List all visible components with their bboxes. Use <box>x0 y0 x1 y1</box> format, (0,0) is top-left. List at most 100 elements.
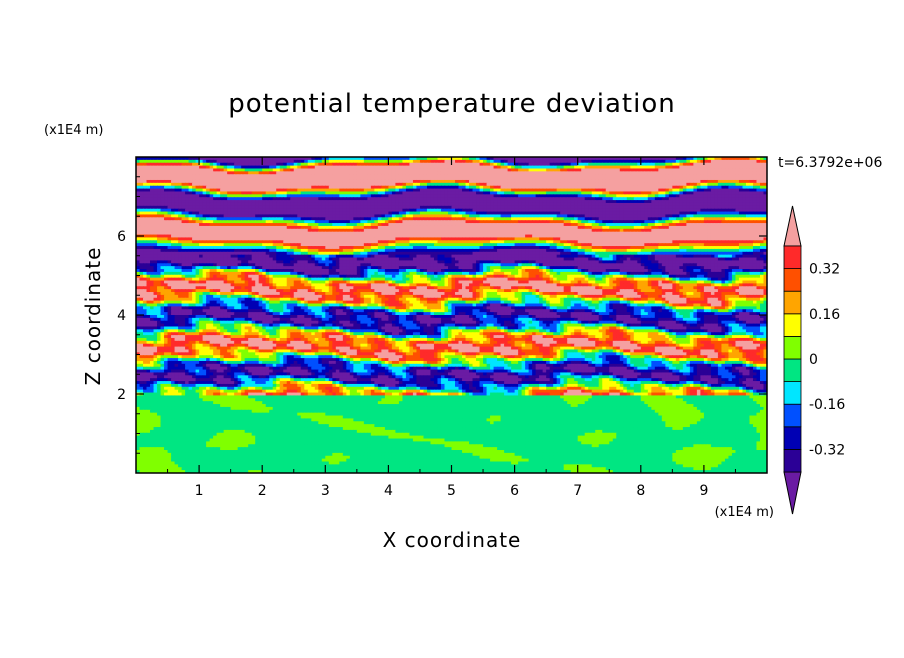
field-cell <box>328 223 333 227</box>
field-cell <box>398 217 404 221</box>
field-cell <box>381 191 386 195</box>
field-cell <box>325 194 330 198</box>
field-cell <box>234 168 239 172</box>
field-cell <box>216 191 221 195</box>
field-cell <box>174 165 179 170</box>
field-cell <box>248 228 253 233</box>
field-cell <box>300 205 305 210</box>
field-cell <box>563 217 568 221</box>
field-cell <box>356 200 361 204</box>
field-cell <box>654 200 659 204</box>
field-cell <box>626 211 631 216</box>
field-cell <box>360 231 365 236</box>
field-cell <box>619 162 624 167</box>
field-cell <box>234 205 239 210</box>
field-cell <box>714 214 719 218</box>
field-cell <box>745 177 751 181</box>
field-cell <box>426 223 432 227</box>
field-cell <box>763 159 767 164</box>
field-cell <box>146 157 151 161</box>
field-cell <box>567 197 572 201</box>
field-cell <box>444 217 449 221</box>
field-cell <box>717 174 723 178</box>
field-cell <box>328 191 333 195</box>
field-cell <box>724 205 730 210</box>
field-cell <box>321 165 326 170</box>
field-cell <box>546 217 551 221</box>
field-cell <box>370 179 375 184</box>
field-cell <box>188 157 193 161</box>
field-cell <box>416 162 421 167</box>
field-cell <box>447 205 453 210</box>
field-cell <box>759 211 765 216</box>
field-cell <box>567 194 572 198</box>
field-cell <box>451 197 456 201</box>
field-cell <box>581 159 586 164</box>
field-cell <box>742 214 747 218</box>
field-cell <box>160 159 165 164</box>
field-cell <box>181 200 186 204</box>
field-cell <box>157 174 162 178</box>
field-cell <box>143 188 148 193</box>
field-cell <box>560 157 565 161</box>
field-cell <box>679 208 684 213</box>
field-cell <box>304 165 309 170</box>
field-cell <box>549 171 554 175</box>
field-cell <box>717 162 723 167</box>
field-cell <box>714 157 719 161</box>
field-cell <box>195 179 200 184</box>
field-cell <box>602 171 607 175</box>
field-cell <box>325 182 330 187</box>
field-cell <box>370 162 375 167</box>
field-cell <box>272 177 277 181</box>
field-cell <box>546 220 551 224</box>
field-cell <box>276 231 281 236</box>
field-cell <box>164 165 169 170</box>
field-cell <box>532 208 537 213</box>
field-cell <box>381 159 386 164</box>
field-cell <box>293 177 298 181</box>
field-cell <box>262 234 267 239</box>
field-cell <box>584 188 589 193</box>
field-cell <box>735 231 740 236</box>
field-cell <box>241 205 246 210</box>
field-cell <box>525 157 530 161</box>
field-cell <box>440 162 446 167</box>
field-cell <box>181 202 186 207</box>
field-cell <box>353 159 358 164</box>
field-cell <box>405 217 411 221</box>
field-cell <box>752 159 758 164</box>
field-cell <box>307 214 312 218</box>
field-cell <box>342 211 347 216</box>
field-cell <box>451 208 456 213</box>
field-cell <box>595 171 600 175</box>
field-cell <box>412 214 418 218</box>
field-cell <box>714 159 719 164</box>
field-cell <box>560 208 565 213</box>
field-cell <box>570 194 575 198</box>
field-cell <box>710 220 716 224</box>
field-cell <box>679 214 684 218</box>
field-cell <box>504 220 509 224</box>
field-cell <box>479 188 484 193</box>
field-cell <box>167 157 172 161</box>
field-cell <box>574 191 579 195</box>
field-cell <box>244 217 249 221</box>
field-cell <box>469 162 474 167</box>
field-cell <box>644 165 649 170</box>
field-cell <box>539 157 544 161</box>
field-cell <box>458 157 463 161</box>
field-cell <box>339 162 344 167</box>
field-cell <box>644 225 649 230</box>
field-cell <box>195 162 200 167</box>
field-cell <box>290 191 295 195</box>
field-cell <box>455 185 460 190</box>
field-cell <box>752 214 758 218</box>
field-cell <box>700 165 705 170</box>
field-cell <box>458 208 463 213</box>
field-cell <box>679 197 684 201</box>
field-cell <box>416 182 421 187</box>
field-cell <box>248 202 253 207</box>
field-cell <box>157 188 162 193</box>
field-cell <box>167 174 172 178</box>
